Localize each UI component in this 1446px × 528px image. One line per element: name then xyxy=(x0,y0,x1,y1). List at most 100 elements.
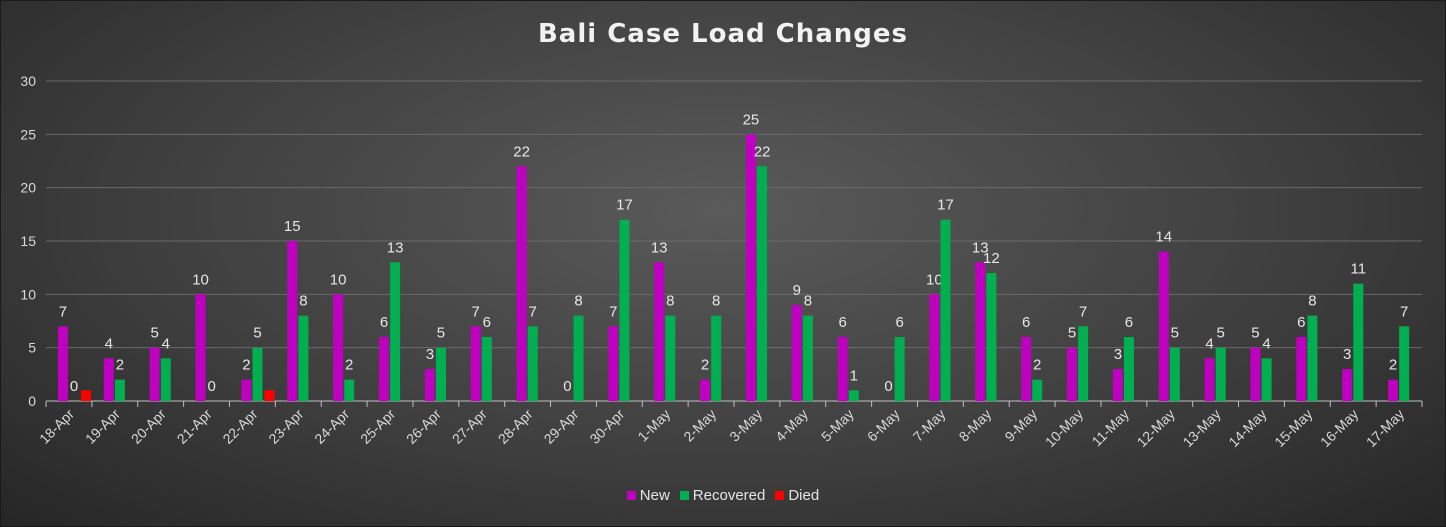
chart-legend: New Recovered Died xyxy=(1,487,1445,504)
y-tick-label: 5 xyxy=(28,340,36,356)
bar-new xyxy=(470,326,481,401)
x-tick-label: 15-May xyxy=(1271,406,1315,450)
data-label-recovered: 6 xyxy=(1125,314,1133,331)
bar-recovered xyxy=(619,219,630,401)
data-label-recovered: 8 xyxy=(574,293,582,310)
bar-new xyxy=(654,262,665,401)
y-tick-label: 10 xyxy=(20,286,36,302)
data-label-recovered: 5 xyxy=(1171,325,1179,342)
x-tick-label: 2-May xyxy=(680,406,719,445)
bar-new xyxy=(57,326,68,401)
data-label-recovered: 4 xyxy=(1262,335,1270,352)
data-label-new: 6 xyxy=(1297,314,1305,331)
x-tick-label: 30-Apr xyxy=(586,406,627,447)
data-label-new: 6 xyxy=(380,314,388,331)
data-label-recovered: 7 xyxy=(529,303,537,320)
x-tick-label: 19-Apr xyxy=(82,406,123,447)
data-label-recovered: 0 xyxy=(207,378,215,395)
data-label-new: 6 xyxy=(1022,314,1030,331)
data-label-recovered: 12 xyxy=(983,250,1000,267)
data-label-recovered: 5 xyxy=(253,325,261,342)
bar-new xyxy=(1021,337,1032,401)
data-label-recovered: 0 xyxy=(70,378,78,395)
legend-swatch xyxy=(679,491,689,500)
bar-new xyxy=(791,305,802,401)
x-tick-label: 26-Apr xyxy=(403,406,444,447)
data-label-recovered: 5 xyxy=(437,325,445,342)
x-tick-label: 12-May xyxy=(1134,406,1178,450)
data-label-new: 13 xyxy=(972,239,989,256)
legend-item-recovered: Recovered xyxy=(679,487,765,504)
bar-recovered xyxy=(1261,358,1272,401)
x-tick-label: 27-Apr xyxy=(449,406,490,447)
x-tick-label: 14-May xyxy=(1225,406,1269,450)
data-label-recovered: 4 xyxy=(162,335,170,352)
data-label-new: 7 xyxy=(472,303,480,320)
x-tick-label: 4-May xyxy=(772,406,811,445)
data-label-recovered: 7 xyxy=(1079,303,1087,320)
bar-new xyxy=(975,262,986,401)
bar-recovered xyxy=(160,358,171,401)
bar-new xyxy=(516,166,527,401)
data-label-new: 3 xyxy=(1114,346,1122,363)
y-tick-label: 30 xyxy=(20,73,36,89)
data-label-new: 0 xyxy=(884,378,892,395)
data-label-new: 3 xyxy=(426,346,434,363)
data-label-new: 10 xyxy=(192,271,209,288)
x-tick-label: 10-May xyxy=(1042,406,1086,450)
legend-swatch xyxy=(775,491,785,500)
data-label-recovered: 13 xyxy=(387,239,404,256)
data-label-recovered: 6 xyxy=(895,314,903,331)
x-tick-label: 5-May xyxy=(818,406,857,445)
bar-new xyxy=(333,294,344,401)
bar-recovered xyxy=(527,326,538,401)
data-label-recovered: 2 xyxy=(345,357,353,374)
bar-recovered xyxy=(1123,337,1134,401)
bar-recovered xyxy=(481,337,492,401)
data-label-new: 3 xyxy=(1343,346,1351,363)
bar-recovered xyxy=(940,219,951,401)
bar-recovered xyxy=(114,379,125,401)
x-tick-label: 6-May xyxy=(864,406,903,445)
bar-recovered xyxy=(390,262,401,401)
data-label-recovered: 5 xyxy=(1217,325,1225,342)
data-label-new: 10 xyxy=(330,271,347,288)
data-label-new: 5 xyxy=(1068,325,1076,342)
bar-new xyxy=(700,379,711,401)
data-label-recovered: 2 xyxy=(1033,357,1041,374)
bar-recovered xyxy=(1215,347,1226,401)
legend-swatch xyxy=(626,491,636,500)
data-label-recovered: 22 xyxy=(754,143,771,160)
y-tick-label: 15 xyxy=(20,233,36,249)
bar-recovered xyxy=(298,315,309,401)
x-tick-label: 16-May xyxy=(1317,406,1361,450)
bar-new xyxy=(608,326,619,401)
bar-recovered xyxy=(986,273,997,401)
bar-new xyxy=(1067,347,1077,401)
data-label-recovered: 6 xyxy=(483,314,491,331)
data-label-recovered: 2 xyxy=(116,357,124,374)
x-tick-label: 22-Apr xyxy=(219,406,260,447)
bar-new xyxy=(241,379,252,401)
y-tick-label: 25 xyxy=(20,126,36,142)
x-tick-label: 3-May xyxy=(726,406,765,445)
bar-recovered xyxy=(757,166,768,401)
data-label-new: 15 xyxy=(284,218,301,235)
bar-recovered xyxy=(1399,326,1410,401)
bar-recovered xyxy=(1307,315,1318,401)
bar-new xyxy=(1204,358,1215,401)
data-label-new: 22 xyxy=(513,143,530,160)
data-label-recovered: 11 xyxy=(1351,261,1367,278)
bar-new xyxy=(149,347,160,401)
bar-recovered xyxy=(1032,379,1043,401)
x-tick-label: 29-Apr xyxy=(541,406,582,447)
bar-recovered xyxy=(1078,326,1089,401)
bar-new xyxy=(1158,251,1169,401)
bar-new xyxy=(1388,379,1399,401)
data-label-new: 5 xyxy=(1251,325,1259,342)
bar-new xyxy=(424,369,435,401)
y-tick-label: 20 xyxy=(20,180,36,196)
bar-new xyxy=(103,358,114,401)
